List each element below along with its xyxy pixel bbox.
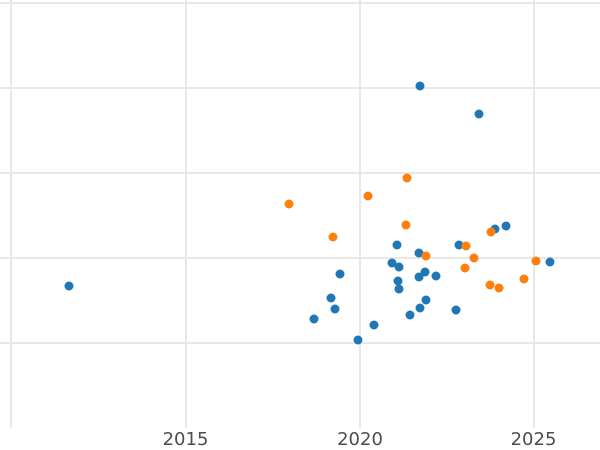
gridline-horizontal bbox=[0, 171, 600, 174]
data-point-blue bbox=[393, 276, 403, 285]
data-point-orange bbox=[494, 283, 503, 293]
data-point-blue bbox=[474, 109, 484, 119]
gridline-horizontal bbox=[0, 256, 600, 259]
data-point-blue bbox=[454, 240, 464, 249]
data-point-orange bbox=[531, 256, 541, 265]
gridline-vertical bbox=[10, 0, 12, 428]
x-tick-label: 2025 bbox=[510, 429, 557, 450]
data-point-orange bbox=[460, 263, 470, 273]
data-point-blue bbox=[451, 305, 460, 315]
data-point-orange bbox=[421, 251, 431, 261]
data-point-blue bbox=[405, 310, 415, 319]
gridline-horizontal bbox=[0, 1, 600, 4]
data-point-orange bbox=[328, 232, 337, 242]
gridline-vertical bbox=[184, 0, 187, 428]
data-point-blue bbox=[335, 269, 345, 279]
data-point-blue bbox=[309, 314, 318, 324]
data-point-blue bbox=[415, 303, 425, 313]
data-point-blue bbox=[392, 240, 402, 249]
data-point-orange bbox=[284, 199, 293, 208]
data-point-blue bbox=[420, 267, 429, 276]
data-point-blue bbox=[387, 258, 397, 268]
data-point-blue bbox=[64, 281, 74, 291]
gridline-horizontal bbox=[0, 86, 600, 89]
data-point-orange bbox=[519, 274, 529, 284]
data-point-orange bbox=[486, 227, 495, 236]
data-point-blue bbox=[501, 221, 511, 230]
data-point-orange bbox=[485, 280, 494, 289]
data-point-blue bbox=[414, 248, 424, 257]
data-point-blue bbox=[394, 284, 403, 293]
gridline-vertical bbox=[532, 0, 535, 428]
gridline-vertical bbox=[359, 0, 361, 428]
x-tick-label: 2020 bbox=[337, 429, 383, 450]
data-point-orange bbox=[402, 173, 411, 183]
data-point-blue bbox=[414, 272, 423, 281]
data-point-blue bbox=[421, 295, 431, 305]
data-point-blue bbox=[369, 320, 379, 330]
data-point-orange bbox=[363, 191, 372, 201]
data-point-blue bbox=[330, 304, 340, 313]
x-tick-label: 2015 bbox=[162, 429, 209, 450]
data-point-blue bbox=[545, 257, 555, 267]
data-point-orange bbox=[469, 253, 479, 262]
data-point-orange bbox=[461, 241, 470, 250]
data-point-blue bbox=[415, 81, 425, 91]
gridline-horizontal bbox=[0, 341, 600, 344]
data-point-blue bbox=[353, 335, 362, 344]
data-point-blue bbox=[431, 271, 440, 280]
data-point-blue bbox=[326, 293, 336, 302]
data-point-blue bbox=[394, 262, 404, 271]
data-point-orange bbox=[401, 220, 410, 229]
